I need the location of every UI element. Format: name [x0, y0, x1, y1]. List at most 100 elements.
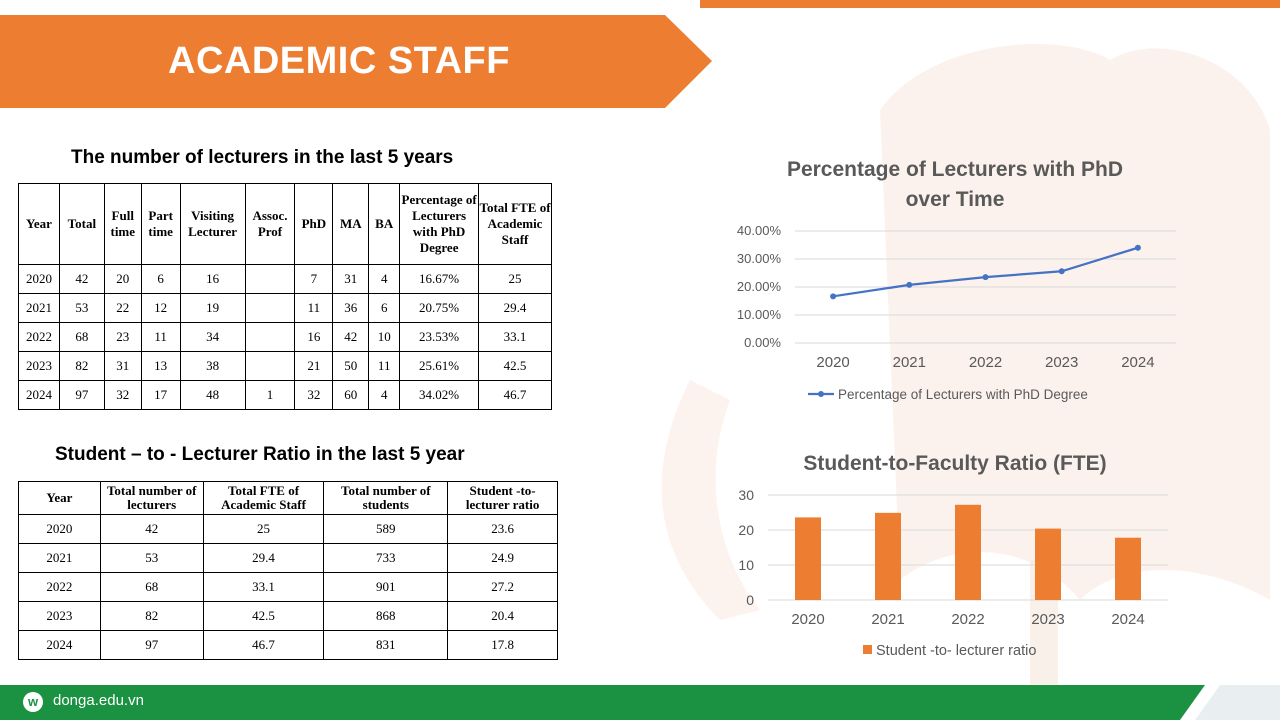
table-cell: 4: [368, 380, 401, 410]
bar: [875, 512, 901, 600]
x-tick-label: 2024: [1111, 611, 1144, 628]
table-cell: 11: [294, 293, 334, 323]
table-cell: 17.8: [447, 630, 558, 660]
bar: [955, 504, 981, 600]
line-chart-title: Percentage of Lecturers with PhD over Ti…: [786, 158, 1124, 211]
header-cell: Full time: [103, 183, 142, 265]
table-cell: 13: [140, 351, 181, 381]
table-cell: 2021: [18, 293, 60, 323]
table-cell: 20: [103, 264, 142, 294]
header-cell: Year: [18, 183, 60, 265]
table-row: 2023 82 42.5 868 20.4: [18, 601, 558, 631]
table-cell: 19: [179, 293, 246, 323]
footer-corner-decoration: [1180, 685, 1280, 720]
table2-title: Student – to - Lecturer Ratio in the las…: [55, 444, 465, 465]
table-cell: 32: [294, 380, 334, 410]
table-cell: 32: [103, 380, 142, 410]
table-cell: 68: [58, 322, 105, 352]
top-accent-strip: [700, 0, 1280, 8]
table-cell: 38: [179, 351, 246, 381]
bar-chart-title: Student-to-Faculty Ratio (FTE): [803, 452, 1107, 475]
x-tick-label: 2024: [1121, 354, 1154, 371]
table1-title: The number of lecturers in the last 5 ye…: [71, 147, 454, 168]
y-tick-label: 30.00%: [737, 251, 782, 266]
table-cell: 16: [179, 264, 246, 294]
y-tick-label: 0.00%: [744, 335, 781, 350]
table-cell: 2020: [18, 264, 60, 294]
university-logo-icon: w: [23, 692, 43, 712]
table-cell: 46.7: [202, 630, 325, 660]
table-cell: 2024: [18, 630, 101, 660]
table-cell: 22: [103, 293, 142, 323]
data-point: [1058, 268, 1065, 275]
table-cell: 2023: [18, 601, 101, 631]
header-cell: Assoc. Prof: [244, 183, 296, 265]
table-row: 2024 97 46.7 831 17.8: [18, 630, 558, 660]
table-cell: 48: [179, 380, 246, 410]
table-cell: 2023: [18, 351, 60, 381]
table-cell: 21: [294, 351, 334, 381]
bar: [1035, 528, 1061, 600]
y-tick-label: 30: [738, 487, 754, 503]
table-cell: 20.75%: [399, 293, 480, 323]
header-cell: Part time: [140, 183, 181, 265]
x-tick-label: 2021: [893, 354, 926, 371]
table-header-row: Year Total Full time Part time Visiting …: [18, 183, 552, 265]
x-tick-label: 2020: [791, 611, 824, 628]
x-tick-label: 2022: [951, 611, 984, 628]
table-cell: 733: [323, 543, 449, 573]
table-cell: 68: [99, 572, 204, 602]
series-line: [832, 246, 1139, 298]
data-point: [1134, 244, 1141, 251]
data-point: [830, 293, 837, 300]
table-cell: 6: [368, 293, 401, 323]
y-tick-label: 0: [746, 592, 754, 608]
table-cell: 50: [332, 351, 370, 381]
table-cell: 831: [323, 630, 449, 660]
table-cell: 868: [323, 601, 449, 631]
header-cell: BA: [368, 183, 401, 265]
table-cell: 11: [368, 351, 401, 381]
y-tick-label: 20.00%: [737, 279, 782, 294]
data-point: [982, 274, 989, 281]
bar: [1115, 537, 1141, 600]
table-row: 2024 97 32 17 48 1 32 60 4 34.02% 46.7: [18, 380, 552, 410]
table-row: 2020 42 25 589 23.6: [18, 514, 558, 544]
lecturers-table: Year Total Full time Part time Visiting …: [18, 183, 552, 410]
y-tick-label: 20: [738, 522, 754, 538]
legend-label: Student -to- lecturer ratio: [876, 643, 1036, 659]
x-tick-label: 2023: [1045, 354, 1078, 371]
table-cell: 34.02%: [399, 380, 480, 410]
header-cell: Student -to- lecturer ratio: [447, 481, 558, 515]
table-row: 2020 42 20 6 16 7 31 4 16.67% 25: [18, 264, 552, 294]
footer-website[interactable]: donga.edu.vn: [53, 692, 144, 709]
slide-title: ACADEMIC STAFF: [168, 40, 510, 82]
x-tick-label: 2022: [969, 354, 1002, 371]
footer-bar: [0, 685, 1280, 720]
x-tick-label: 2021: [871, 611, 904, 628]
table-cell: 10: [368, 322, 401, 352]
table-cell: 20.4: [447, 601, 558, 631]
header-cell: Visiting Lecturer: [179, 183, 246, 265]
y-tick-label: 10.00%: [737, 307, 782, 322]
table-cell: 82: [99, 601, 204, 631]
x-tick-label: 2020: [816, 354, 849, 371]
table-cell: 7: [294, 264, 334, 294]
bar: [795, 517, 821, 600]
header-cell: Total FTE of Academic Staff: [478, 183, 552, 265]
table-row: 2023 82 31 13 38 21 50 11 25.61% 42.5: [18, 351, 552, 381]
table-cell: 2024: [18, 380, 60, 410]
y-tick-label: 10: [738, 557, 754, 573]
table-cell: 33.1: [478, 322, 552, 352]
table-cell: 16: [294, 322, 334, 352]
table-cell: 31: [103, 351, 142, 381]
table-cell: 11: [140, 322, 181, 352]
legend-label: Percentage of Lecturers with PhD Degree: [838, 387, 1088, 402]
y-tick-label: 40.00%: [737, 223, 782, 238]
table-row: 2021 53 22 12 19 11 36 6 20.75% 29.4: [18, 293, 552, 323]
table-cell: 16.67%: [399, 264, 480, 294]
table-cell: [244, 351, 296, 381]
header-cell: PhD: [294, 183, 334, 265]
